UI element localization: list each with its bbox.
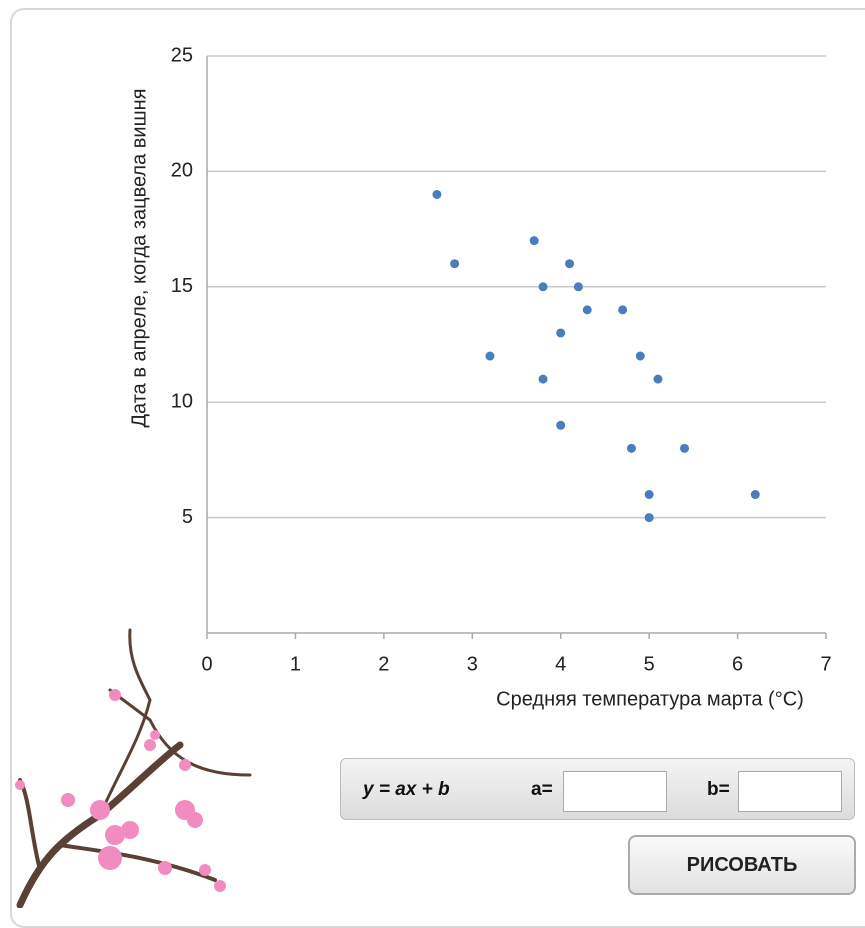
- b-input[interactable]: [738, 771, 842, 812]
- point: [582, 305, 592, 315]
- point: [529, 236, 539, 246]
- equation: y = ax + b: [363, 779, 450, 800]
- x-tick-label: 5: [644, 653, 655, 675]
- a-input[interactable]: [563, 771, 667, 812]
- point: [538, 282, 548, 292]
- point: [485, 351, 495, 361]
- b-label: b=: [707, 779, 730, 800]
- point: [450, 259, 460, 269]
- point: [626, 443, 636, 453]
- page: Дата в апреле, когда зацвела вишня Средн…: [10, 8, 865, 928]
- point: [618, 305, 628, 315]
- draw-button[interactable]: РИСОВАТЬ: [628, 835, 856, 895]
- point: [635, 351, 645, 361]
- point: [750, 490, 760, 500]
- y-tick-label: 15: [171, 275, 193, 297]
- y-tick-label: 5: [182, 506, 193, 528]
- x-tick-label: 0: [201, 653, 212, 675]
- point: [432, 189, 442, 199]
- point: [556, 420, 566, 430]
- y-tick-label: 10: [171, 390, 193, 412]
- equation-panel: y = ax + b a= b=: [340, 758, 855, 820]
- x-tick-label: 3: [467, 653, 478, 675]
- point: [573, 282, 583, 292]
- point: [556, 328, 566, 338]
- blossom-flowers: [15, 689, 226, 892]
- x-tick-label: 1: [290, 653, 301, 675]
- point: [680, 443, 690, 453]
- y-tick-label: 25: [171, 44, 193, 66]
- x-axis-label: Средняя температура марта (°C): [496, 688, 804, 710]
- point: [653, 374, 663, 384]
- x-tick-label: 7: [820, 653, 831, 675]
- a-label: a=: [531, 779, 553, 800]
- x-tick-label: 6: [732, 653, 743, 675]
- chart: Дата в апреле, когда зацвела вишня Средн…: [15, 44, 832, 908]
- y-axis-label: Дата в апреле, когда зацвела вишня: [128, 89, 150, 428]
- y-tick-label: 20: [171, 160, 193, 182]
- point: [538, 374, 548, 384]
- x-tick-label: 4: [555, 653, 566, 675]
- x-tick-label: 2: [378, 653, 389, 675]
- blossom-branch: [16, 628, 252, 908]
- point: [644, 513, 654, 523]
- point: [644, 490, 654, 500]
- point: [565, 259, 575, 269]
